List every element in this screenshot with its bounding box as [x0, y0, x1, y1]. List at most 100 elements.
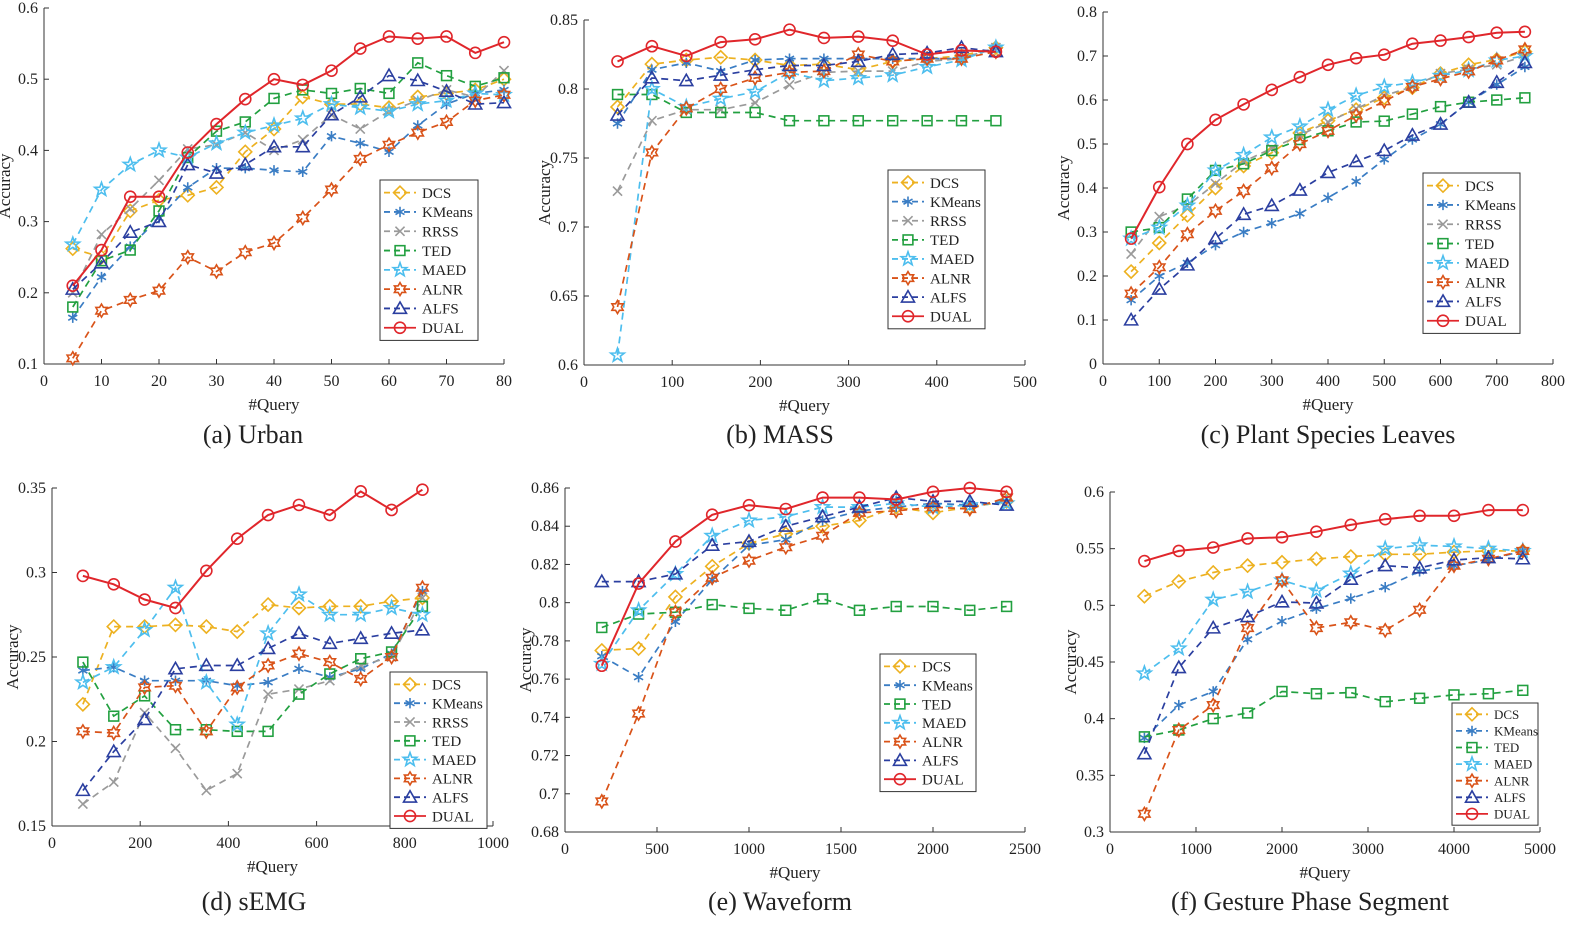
data-point: [1173, 699, 1184, 711]
data-point: [816, 491, 829, 504]
series-line: [1130, 55, 1526, 240]
data-point: [353, 42, 367, 55]
data-point: [200, 564, 213, 578]
x-tick-label: 400: [216, 835, 240, 852]
x-tick-label: 3000: [1352, 841, 1384, 858]
data-point: [351, 98, 370, 116]
data-point: [815, 527, 830, 544]
data-point: [180, 249, 195, 266]
data-point: [743, 602, 755, 615]
data-point: [964, 604, 976, 616]
subplot-4: 0 500 1000 1500 2000 2500 0.68 0.7 0.72 0.74 0.76 0…: [516, 480, 1041, 916]
data-point: [1413, 692, 1426, 704]
data-point: [780, 604, 792, 616]
data-point: [210, 117, 223, 131]
data-point: [267, 72, 281, 86]
x-tick-label: 0: [1106, 841, 1114, 858]
data-point: [988, 43, 1003, 60]
data-point: [1345, 686, 1357, 699]
data-point: [181, 146, 195, 159]
data-point: [95, 243, 108, 257]
data-point: [1000, 485, 1013, 499]
legend-label: MAED: [922, 716, 966, 732]
data-point: [746, 82, 765, 100]
x-tick-label: 30: [209, 373, 225, 390]
data-point: [853, 491, 866, 504]
data-point: [1274, 593, 1290, 608]
data-point: [1377, 93, 1392, 110]
data-point: [105, 743, 122, 758]
data-point: [963, 481, 977, 495]
y-tick-label: 0.7: [1077, 48, 1097, 65]
data-point: [633, 672, 644, 683]
data-point: [713, 49, 729, 65]
data-point: [1204, 590, 1223, 608]
data-point: [1349, 51, 1363, 65]
data-point: [167, 617, 184, 633]
data-point: [1482, 688, 1495, 700]
data-point: [612, 186, 623, 197]
series-rrss: [77, 592, 428, 810]
data-point: [1124, 232, 1138, 245]
legend-marker: [892, 658, 908, 675]
data-point: [630, 640, 647, 657]
legend-label: KMeans: [930, 195, 981, 211]
data-point: [1489, 52, 1504, 69]
data-point: [631, 705, 646, 722]
data-point: [1179, 256, 1196, 271]
legend: DCS KMeans RRSS TED MAED ALNR ALFS DUAL: [1422, 172, 1521, 334]
data-point: [989, 45, 1003, 59]
data-point: [410, 89, 426, 105]
data-point: [1136, 588, 1153, 604]
series-line: [1144, 550, 1523, 598]
legend-marker: [893, 772, 907, 786]
data-point: [595, 659, 609, 673]
data-point: [1482, 503, 1495, 517]
data-point: [1406, 108, 1419, 120]
legend-marker: [1437, 219, 1449, 230]
data-point: [382, 136, 396, 153]
x-tick-label: 1000: [477, 835, 509, 852]
y-tick-label: 0.1: [1077, 312, 1097, 329]
legend-marker: [392, 185, 408, 201]
data-point: [889, 493, 903, 506]
data-point: [748, 32, 762, 46]
data-point: [632, 577, 645, 590]
data-point: [289, 584, 309, 603]
data-point: [355, 123, 366, 135]
data-point: [353, 598, 369, 614]
x-tick-label: 20: [151, 373, 167, 390]
data-point: [267, 234, 281, 252]
y-tick-label: 0.5: [18, 71, 38, 88]
series-dcs: [1136, 543, 1531, 604]
legend-marker: [404, 735, 416, 747]
legend-marker: [1437, 237, 1449, 250]
data-point: [1241, 707, 1254, 719]
data-point: [1292, 135, 1307, 153]
data-point: [1320, 164, 1336, 179]
data-point: [1206, 541, 1220, 554]
data-point: [1208, 686, 1219, 697]
legend-label: ALNR: [1494, 773, 1530, 788]
data-point: [1343, 548, 1359, 565]
data-point: [1308, 551, 1325, 567]
series-alfs: [1123, 54, 1533, 326]
subplot-5: 0 1000 2000 3000 4000 5000 0.3 0.35 0.4 0.45 0.5 0.…: [1061, 484, 1556, 916]
data-point: [63, 234, 82, 253]
data-point: [320, 605, 339, 623]
data-point: [888, 489, 905, 504]
x-tick-label: 0: [40, 373, 48, 390]
data-point: [1209, 113, 1222, 127]
x-tick-label: 0: [48, 835, 56, 852]
data-point: [260, 596, 276, 613]
x-tick-label: 50: [324, 373, 340, 390]
data-point: [1205, 564, 1221, 581]
legend-label: DCS: [930, 176, 959, 192]
data-point: [496, 94, 512, 109]
data-point: [783, 115, 796, 127]
legend-label: DUAL: [422, 321, 464, 337]
data-point: [1412, 601, 1427, 619]
x-tick-label: 0: [580, 374, 588, 391]
data-point: [1206, 697, 1221, 714]
data-point: [65, 350, 80, 367]
